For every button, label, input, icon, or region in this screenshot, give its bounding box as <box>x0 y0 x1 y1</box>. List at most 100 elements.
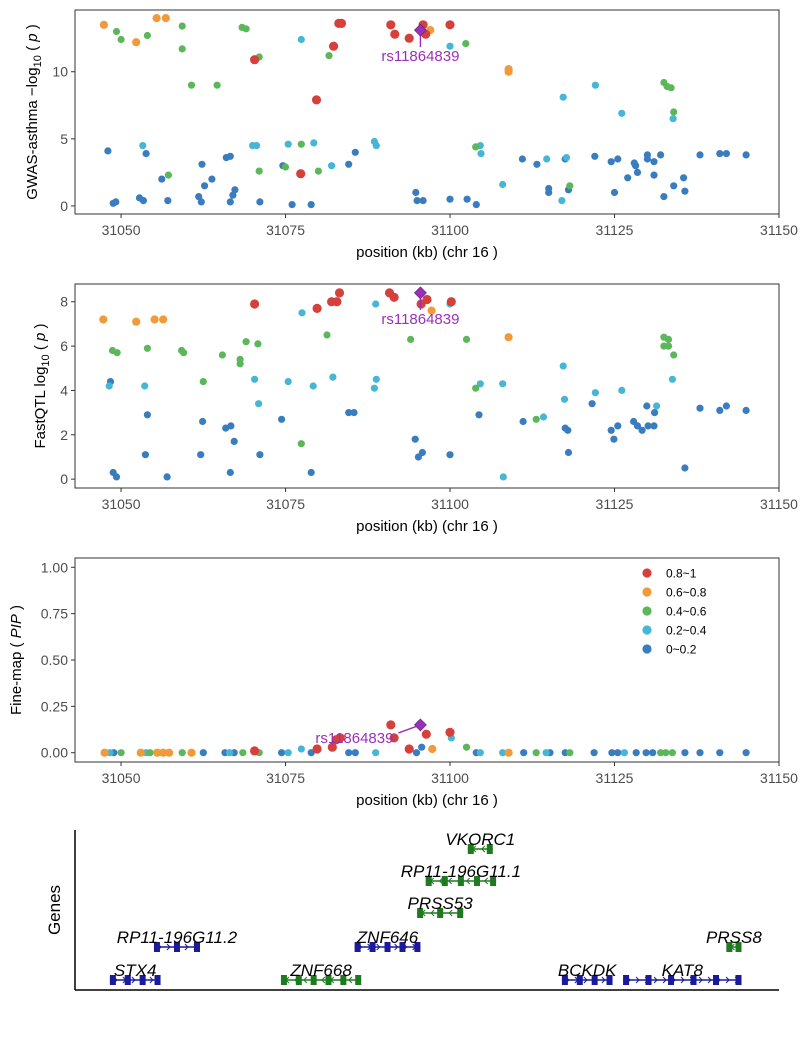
fastqtl-plot-frame <box>74 283 780 489</box>
exon-block <box>490 876 497 886</box>
lead-snp-label: rs11864839 <box>381 311 459 328</box>
snp-point <box>668 749 677 757</box>
snp-point <box>446 297 456 307</box>
snp-point <box>742 151 750 159</box>
snp-point <box>178 45 186 53</box>
exon-block <box>425 876 432 886</box>
y-tick-label: 6 <box>60 338 68 354</box>
snp-point <box>117 749 125 757</box>
x-tick-label: 31125 <box>596 770 634 786</box>
snp-point <box>411 435 419 443</box>
y-tick-label: 0.75 <box>41 606 68 622</box>
snp-point <box>545 188 553 197</box>
exon-block <box>414 942 421 952</box>
strand-chevron <box>601 976 606 984</box>
exon-block <box>473 876 480 886</box>
strand-chevron <box>483 877 489 885</box>
snp-point <box>533 160 541 168</box>
snp-point <box>297 35 305 44</box>
y-tick-label: 2 <box>60 427 68 443</box>
y-tick-label: 0.50 <box>41 652 68 668</box>
snp-point <box>159 748 168 757</box>
snp-point <box>446 42 454 50</box>
snp-point <box>421 729 431 739</box>
snp-point <box>610 435 618 443</box>
snp-point <box>218 351 226 359</box>
fastqtl-y-axis-title: FastQTL log10 ( p ) <box>32 323 52 448</box>
snp-point <box>329 41 339 51</box>
snp-point <box>504 748 513 757</box>
strand-chevron <box>707 976 712 984</box>
snp-point <box>607 426 615 434</box>
strand-chevron <box>321 976 326 984</box>
snp-point <box>499 380 507 388</box>
snp-point <box>288 201 296 209</box>
snp-point <box>614 749 622 757</box>
snp-point <box>112 27 121 36</box>
snp-point <box>250 746 260 756</box>
snp-point <box>404 33 414 43</box>
snp-point <box>716 749 724 757</box>
snp-point <box>99 315 108 324</box>
snp-point <box>372 300 380 308</box>
x-tick-label: 31125 <box>596 222 634 238</box>
gene-label: KAT8 <box>662 961 704 980</box>
snp-point <box>113 349 121 357</box>
snp-point <box>284 378 292 386</box>
y-tick-label: 0 <box>60 198 68 214</box>
snp-point <box>668 375 677 383</box>
exon-block <box>340 975 347 985</box>
x-tick-label: 31100 <box>431 496 469 512</box>
snp-point <box>386 20 396 30</box>
gene-tracks: VKORC1 RP11-196G11.1 PRSS53 RP11-196G11.2 ZN… <box>109 830 762 985</box>
snp-point <box>389 292 399 302</box>
strand-chevron <box>376 943 381 951</box>
snp-point <box>253 142 261 150</box>
snp-point <box>722 402 731 410</box>
lead-snp-label: rs11864839 <box>381 48 459 65</box>
snp-point <box>476 749 484 757</box>
snp-point <box>477 150 485 158</box>
snp-point <box>638 426 646 434</box>
snp-point <box>297 440 305 448</box>
snp-point <box>566 182 574 190</box>
snp-point <box>99 20 108 29</box>
gene-bckdk: BCKDK <box>558 961 617 985</box>
exon-block <box>310 975 317 985</box>
snp-point <box>669 115 677 123</box>
finemap-panel: rs11864839 0.000.250.500.751.00 31050 310… <box>8 557 798 809</box>
snp-point <box>328 162 336 170</box>
gene-znf646: ZNF646 <box>354 928 421 952</box>
legend-swatch <box>642 606 652 616</box>
gwas-plot-frame <box>74 9 780 215</box>
legend-label: 0~0.2 <box>666 643 697 657</box>
snp-point <box>254 340 262 348</box>
snp-point <box>475 411 483 419</box>
snp-point <box>143 344 151 352</box>
snp-point <box>255 400 263 408</box>
snp-point <box>722 150 731 158</box>
fastqtl-y-ticks: 0 2 4 6 8 <box>60 294 75 487</box>
exon-block <box>713 975 720 985</box>
snp-point <box>670 351 678 359</box>
snp-point <box>446 195 454 203</box>
snp-point <box>242 338 250 346</box>
x-tick-label: 31075 <box>266 496 305 512</box>
snp-point <box>278 749 286 757</box>
strand-chevron <box>184 943 189 951</box>
snp-point <box>187 748 196 757</box>
snp-point <box>532 749 540 757</box>
gwas-points: rs11864839 <box>99 14 750 209</box>
snp-point <box>657 151 665 159</box>
snp-point <box>681 749 689 757</box>
gene-label: RP11-196G11.2 <box>117 928 238 947</box>
snp-point <box>559 93 567 101</box>
snp-point <box>633 168 642 176</box>
snp-point <box>445 20 455 30</box>
snp-point <box>178 22 186 30</box>
y-tick-label: 0 <box>60 471 68 487</box>
strand-chevron <box>653 976 658 984</box>
y-tick-label: 8 <box>60 294 68 310</box>
fastqtl-x-axis-title: position (kb) (chr 16 ) <box>356 518 498 535</box>
gene-rp11-196g11-2: RP11-196G11.2 <box>117 928 238 952</box>
